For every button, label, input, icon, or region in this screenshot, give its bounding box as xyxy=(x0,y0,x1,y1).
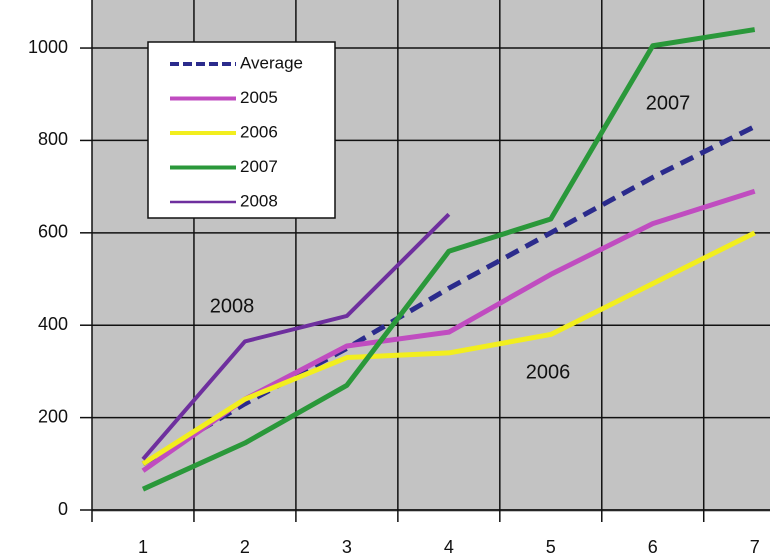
annotation: 2008 xyxy=(210,295,255,317)
series-line xyxy=(141,212,451,461)
annotation: 2007 xyxy=(646,92,691,114)
legend: Average 2005 2006 2007 2008 xyxy=(147,41,336,219)
x-tick-label: 2 xyxy=(240,537,250,557)
x-tick-label: 4 xyxy=(444,537,454,557)
series-line xyxy=(141,124,756,466)
y-tick-label: 1000 xyxy=(28,37,68,57)
series-line xyxy=(141,230,756,466)
x-tick-label: 7 xyxy=(750,537,760,557)
y-tick-label: 800 xyxy=(38,129,68,149)
legend-label: 2007 xyxy=(240,157,278,176)
y-tick-label: 400 xyxy=(38,314,68,334)
x-tick-label: 5 xyxy=(546,537,556,557)
x-tick-label: 1 xyxy=(138,537,148,557)
y-tick-label: 200 xyxy=(38,406,68,426)
annotation: 2006 xyxy=(526,361,571,383)
legend-label: Average xyxy=(240,53,303,72)
legend-box xyxy=(147,41,336,219)
x-tick-label: 6 xyxy=(648,537,658,557)
legend-label: 2008 xyxy=(240,191,278,210)
x-tick-label: 3 xyxy=(342,537,352,557)
legend-label: 2006 xyxy=(240,122,278,141)
y-tick-label: 600 xyxy=(38,222,68,242)
y-tick-label: 0 xyxy=(58,499,68,519)
series-line xyxy=(141,27,756,492)
legend-label: 2005 xyxy=(240,88,278,107)
